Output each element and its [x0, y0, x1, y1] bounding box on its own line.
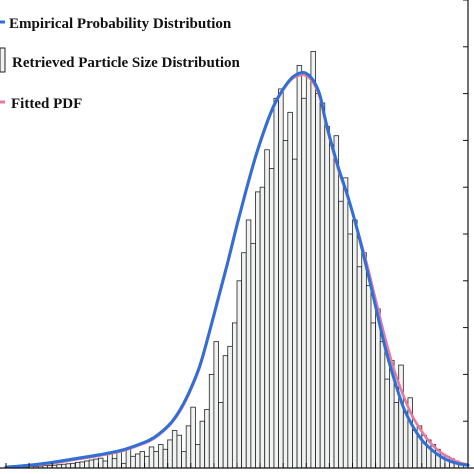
histogram-bar — [305, 74, 312, 469]
histogram-bar — [268, 168, 275, 469]
histogram-bar — [88, 459, 95, 469]
histogram-bar — [370, 322, 377, 469]
histogram-bar — [310, 51, 316, 469]
histogram-bar — [324, 125, 330, 469]
histogram-bar — [107, 453, 113, 469]
histogram-bar — [65, 463, 72, 469]
pdf-curves — [4, 70, 470, 469]
histogram-bar — [79, 461, 85, 469]
histogram-bar — [98, 457, 104, 469]
histogram-bar — [264, 149, 270, 469]
histogram-bar — [282, 139, 289, 469]
histogram-bar — [379, 341, 386, 469]
histogram-bar — [176, 434, 182, 469]
histogram-bar — [402, 411, 409, 469]
histogram-bar — [148, 446, 155, 469]
legend-fitted-label: Fitted PDF — [11, 96, 82, 112]
histogram-bar — [393, 402, 400, 469]
histogram-bar — [231, 322, 238, 469]
histogram-bar — [134, 453, 141, 469]
empirical-distribution-line — [4, 70, 470, 469]
histogram-bar — [144, 455, 150, 469]
histogram-bar — [171, 430, 178, 469]
histogram-bar — [121, 462, 127, 469]
histogram-bar — [365, 285, 372, 469]
histogram-bar — [190, 406, 196, 469]
histogram-bar — [93, 458, 99, 469]
histogram-bar — [236, 280, 243, 469]
histogram-bar — [259, 186, 266, 469]
histogram-bar — [167, 439, 173, 469]
histogram-bar — [185, 425, 192, 469]
histogram-bar — [250, 242, 256, 469]
histogram-bar — [162, 448, 169, 469]
histogram-bar — [292, 158, 298, 469]
histogram-bar — [116, 451, 122, 469]
histogram-bar — [195, 444, 201, 469]
histogram-bar — [70, 462, 76, 469]
histogram-bar — [130, 455, 136, 469]
histogram-bar — [222, 355, 229, 469]
histogram-bar — [356, 266, 363, 469]
histogram-bar — [278, 88, 284, 469]
histogram-bar — [245, 219, 252, 469]
histogram-bar — [153, 451, 159, 469]
histogram-bar — [111, 458, 118, 469]
histogram-bar — [213, 341, 219, 469]
histogram-bar — [361, 252, 367, 469]
histogram-bar — [199, 420, 206, 469]
histogram-bar — [241, 252, 247, 469]
histogram-bar — [218, 402, 224, 469]
histogram-bar — [208, 373, 215, 469]
histogram-bar — [384, 378, 390, 469]
histogram-bar — [352, 219, 358, 469]
histogram-bar — [181, 451, 187, 469]
histogram-bar — [328, 144, 335, 469]
histogram-bar — [347, 233, 353, 469]
histogram-bar — [227, 345, 233, 469]
histogram-bar — [338, 200, 344, 469]
histogram-bar — [315, 93, 321, 469]
histogram-bar — [398, 364, 404, 469]
histogram-bars — [5, 51, 469, 469]
histogram-bar — [255, 191, 261, 469]
histogram-bar — [296, 65, 303, 469]
histogram-bar — [319, 102, 326, 469]
histogram-bar — [375, 308, 381, 469]
histogram-bar — [301, 97, 307, 469]
histogram-bar — [342, 177, 349, 469]
legend: Empirical Probability Distribution Retri… — [0, 16, 241, 112]
histogram-bar — [102, 460, 109, 469]
histogram-bar — [158, 444, 164, 469]
histogram-bar — [84, 460, 90, 469]
histogram-bar — [125, 448, 132, 469]
histogram-bar — [204, 409, 210, 469]
histogram-bar — [287, 111, 293, 469]
histogram-bar — [139, 451, 145, 469]
histogram-bar — [333, 135, 340, 469]
legend-empirical-label: Empirical Probability Distribution — [9, 16, 232, 32]
legend-histogram-label: Retrieved Particle Size Distribution — [12, 55, 241, 71]
histogram-bar — [74, 461, 81, 469]
histogram-bar — [412, 430, 418, 469]
histogram-bar — [273, 97, 279, 469]
legend-histogram-swatch — [0, 47, 6, 73]
